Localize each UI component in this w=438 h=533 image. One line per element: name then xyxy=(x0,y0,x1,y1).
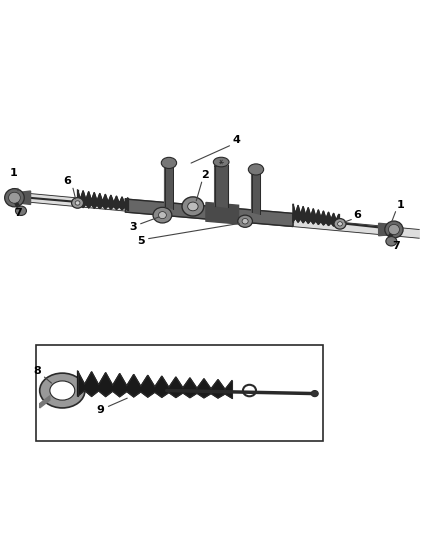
Text: 4: 4 xyxy=(233,135,240,146)
Ellipse shape xyxy=(334,219,346,229)
Ellipse shape xyxy=(213,157,229,167)
Polygon shape xyxy=(78,371,232,398)
Ellipse shape xyxy=(311,391,318,397)
Ellipse shape xyxy=(9,192,20,203)
Ellipse shape xyxy=(5,189,24,207)
Ellipse shape xyxy=(338,222,343,226)
Text: 8: 8 xyxy=(33,366,41,376)
Ellipse shape xyxy=(159,212,166,219)
Text: 7: 7 xyxy=(14,208,22,219)
Text: 1: 1 xyxy=(10,168,18,178)
Polygon shape xyxy=(19,192,419,238)
Ellipse shape xyxy=(161,157,177,168)
Text: 7: 7 xyxy=(392,240,399,251)
Text: 6: 6 xyxy=(64,176,71,186)
Ellipse shape xyxy=(248,164,264,175)
Polygon shape xyxy=(378,223,391,236)
Ellipse shape xyxy=(75,201,80,205)
Text: 2: 2 xyxy=(201,170,209,180)
Ellipse shape xyxy=(40,373,85,408)
Ellipse shape xyxy=(15,206,26,215)
Polygon shape xyxy=(293,204,339,227)
Ellipse shape xyxy=(386,237,397,246)
Text: 1: 1 xyxy=(397,200,405,209)
Polygon shape xyxy=(18,191,31,205)
Ellipse shape xyxy=(50,381,75,400)
Polygon shape xyxy=(40,396,50,408)
Ellipse shape xyxy=(238,215,252,228)
Ellipse shape xyxy=(389,224,399,235)
Ellipse shape xyxy=(242,219,248,224)
Ellipse shape xyxy=(385,221,403,238)
Text: 6: 6 xyxy=(353,210,361,220)
Bar xyxy=(36,345,323,441)
Ellipse shape xyxy=(182,197,204,216)
Polygon shape xyxy=(215,165,228,207)
Polygon shape xyxy=(252,171,260,214)
Ellipse shape xyxy=(153,207,172,223)
Text: 5: 5 xyxy=(137,236,145,246)
Polygon shape xyxy=(165,164,173,208)
Polygon shape xyxy=(78,190,127,210)
Polygon shape xyxy=(125,199,293,227)
Text: 3: 3 xyxy=(129,222,137,232)
Text: 9: 9 xyxy=(97,405,105,415)
Polygon shape xyxy=(206,203,239,224)
Ellipse shape xyxy=(71,198,84,208)
Ellipse shape xyxy=(187,202,198,211)
